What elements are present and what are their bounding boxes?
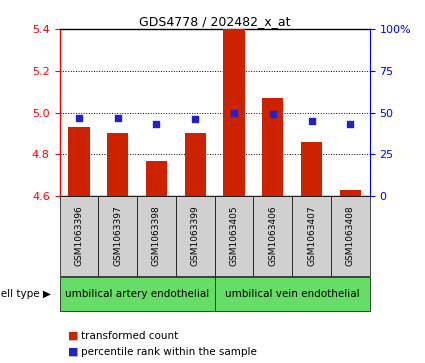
Bar [340,190,361,196]
Bar [331,196,370,276]
Text: umbilical vein endothelial: umbilical vein endothelial [225,289,360,299]
Text: GSM1063406: GSM1063406 [268,205,277,266]
Bar [137,196,176,276]
Point [269,111,276,117]
Text: GSM1063396: GSM1063396 [74,205,83,266]
Title: GDS4778 / 202482_x_at: GDS4778 / 202482_x_at [139,15,290,28]
Bar [301,142,322,196]
Point [76,115,82,121]
Text: cell type ▶: cell type ▶ [0,289,51,299]
Bar [176,196,215,276]
Text: GSM1063399: GSM1063399 [191,205,200,266]
Text: GSM1063398: GSM1063398 [152,205,161,266]
Text: GSM1063407: GSM1063407 [307,205,316,266]
Bar [215,277,370,311]
Text: GSM1063408: GSM1063408 [346,205,355,266]
Bar [292,196,331,276]
Text: ■: ■ [68,347,79,357]
Bar [253,196,292,276]
Point [231,110,238,115]
Text: transformed count: transformed count [81,331,178,341]
Bar [224,29,245,196]
Text: ■: ■ [68,331,79,341]
Point [308,118,315,124]
Bar [60,277,215,311]
Point [153,121,160,127]
Bar [262,98,283,196]
Point [192,116,198,122]
Bar [68,127,90,196]
Point [114,115,121,121]
Bar [98,196,137,276]
Bar [60,196,98,276]
Text: GSM1063405: GSM1063405 [230,205,238,266]
Bar [146,160,167,196]
Text: percentile rank within the sample: percentile rank within the sample [81,347,257,357]
Text: GSM1063397: GSM1063397 [113,205,122,266]
Text: umbilical artery endothelial: umbilical artery endothelial [65,289,209,299]
Bar [215,196,253,276]
Point [347,121,354,127]
Bar [184,133,206,196]
Bar [107,133,128,196]
